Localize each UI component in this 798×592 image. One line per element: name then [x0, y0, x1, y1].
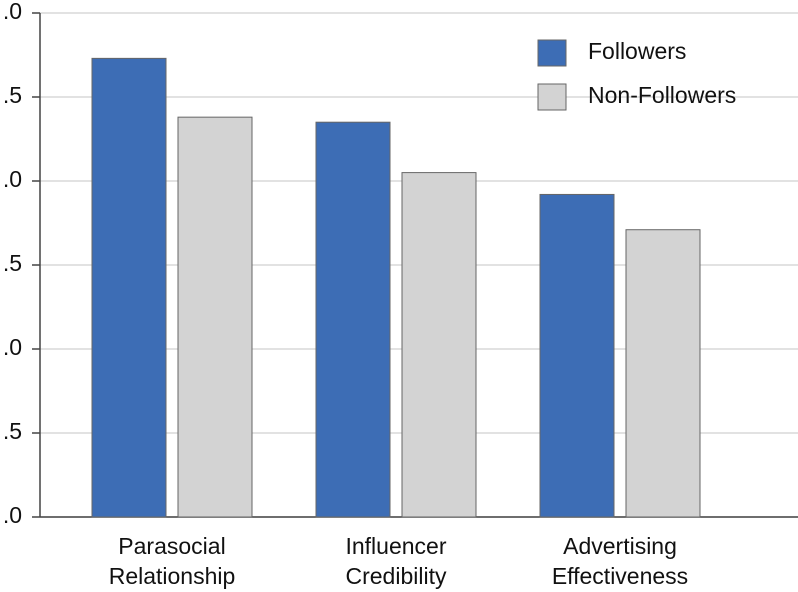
legend-swatch	[537, 39, 567, 67]
y-tick-label: .0	[3, 166, 22, 192]
legend-label: Followers	[588, 38, 686, 64]
x-tick-label: Influencer Credibility	[345, 533, 446, 589]
y-tick-label: .5	[3, 82, 22, 108]
legend-label: Non-Followers	[588, 82, 736, 108]
y-tick-label: .5	[3, 418, 22, 444]
bar	[401, 172, 477, 518]
bar	[539, 193, 615, 518]
bar	[315, 121, 391, 518]
y-tick-label: .0	[3, 334, 22, 360]
bar	[91, 57, 167, 518]
y-tick-label: .0	[3, 502, 22, 528]
x-tick-label: Parasocial Relationship	[109, 533, 236, 589]
bar	[625, 229, 701, 518]
y-tick-label: .0	[3, 0, 22, 24]
y-tick-label: .5	[3, 250, 22, 276]
bar	[177, 116, 253, 518]
legend-swatch	[537, 83, 567, 111]
x-tick-label: Advertising Effectiveness	[552, 533, 688, 589]
